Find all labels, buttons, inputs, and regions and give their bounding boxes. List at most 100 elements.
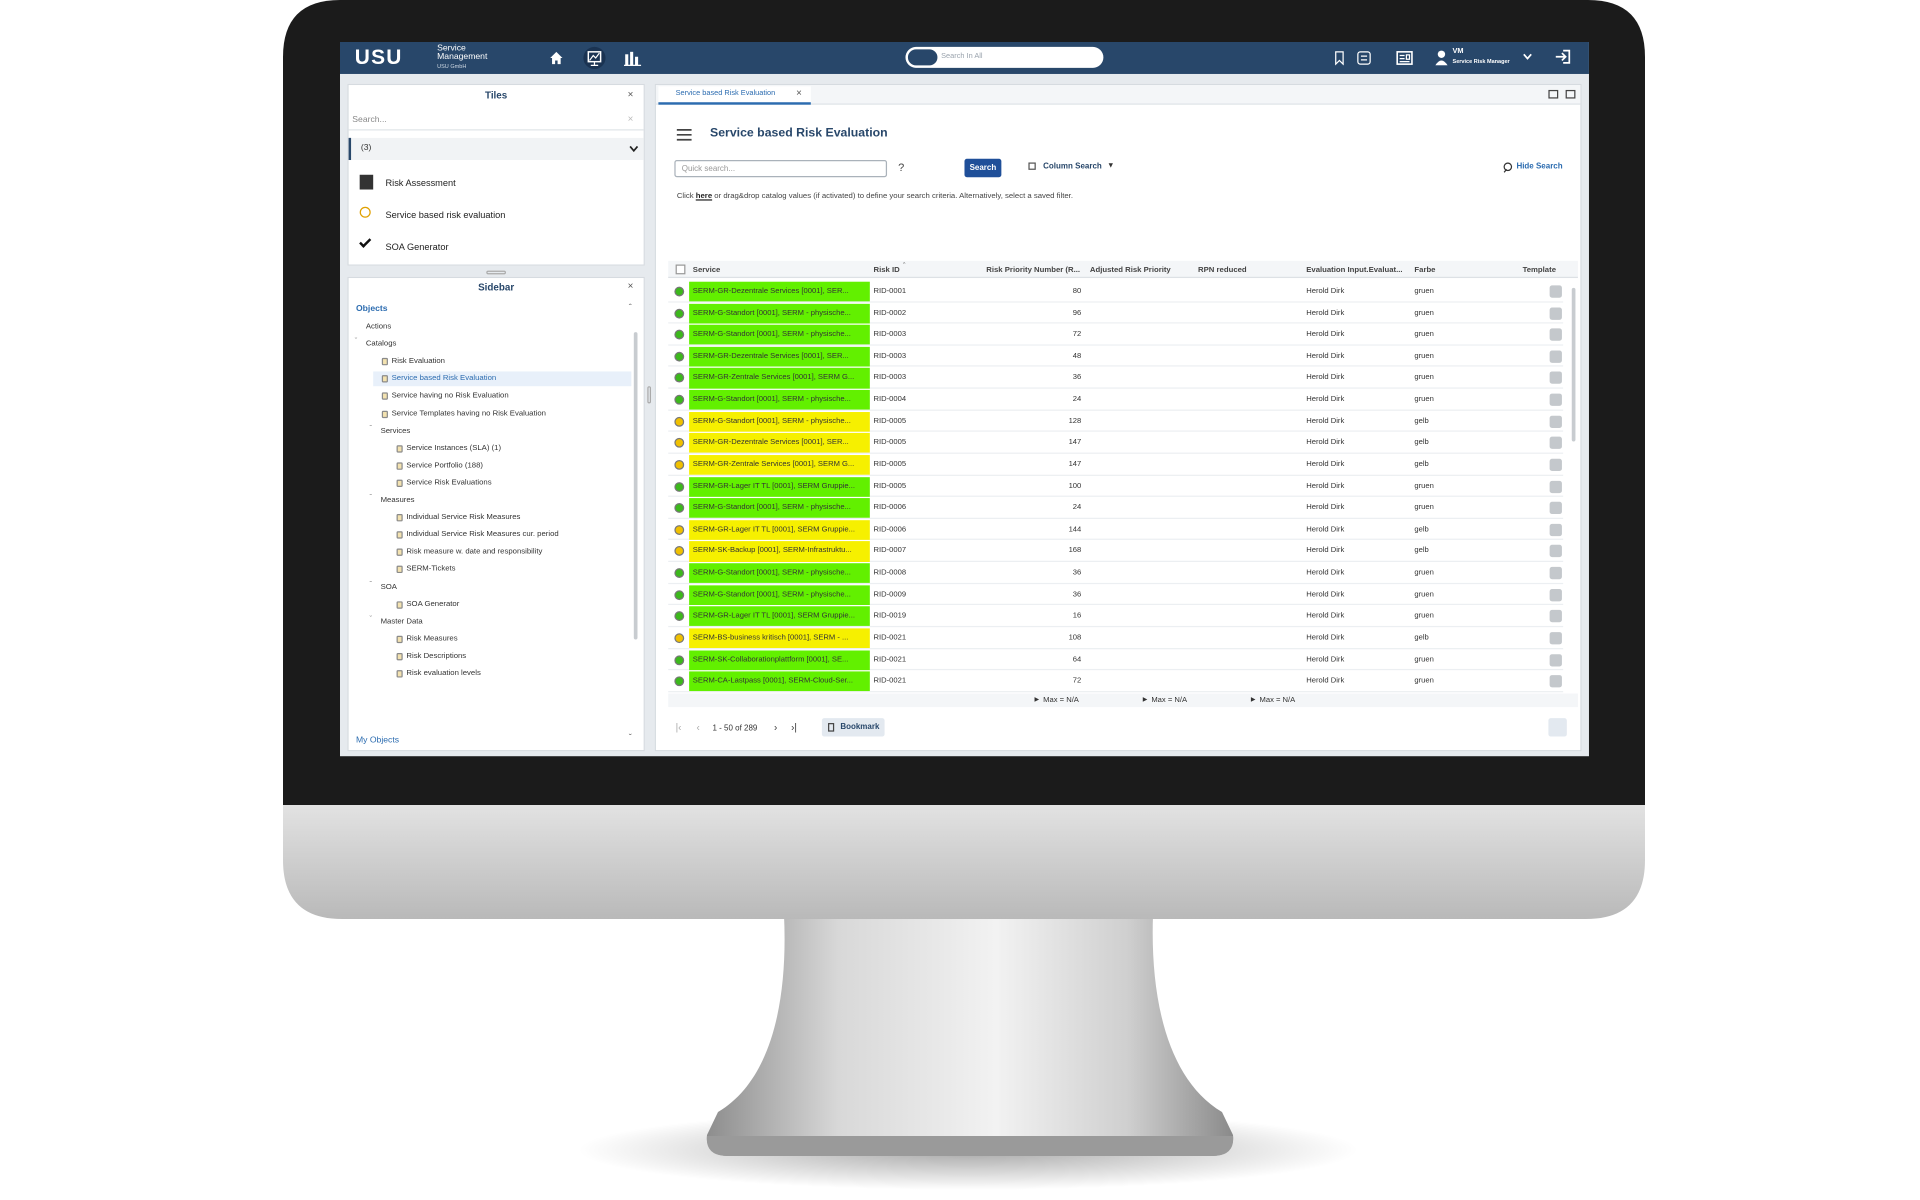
column-header[interactable]: Service <box>692 265 721 275</box>
popout-icon[interactable] <box>1565 89 1576 99</box>
footer-caret[interactable]: ▶ <box>1142 695 1148 704</box>
farbe[interactable]: gelb <box>1414 524 1429 534</box>
tree-item[interactable]: Risk Measures <box>406 634 458 643</box>
tab[interactable]: Service based Risk Evaluation × <box>658 86 811 105</box>
footer-caret[interactable]: ▶ <box>1034 695 1040 704</box>
evaluator[interactable]: Herold Dirk <box>1306 373 1345 382</box>
template-checkbox[interactable] <box>1549 307 1562 320</box>
column-header[interactable]: Evaluation Input.Evaluat... <box>1306 265 1403 275</box>
rpn[interactable]: 24 <box>1072 503 1082 512</box>
template-checkbox[interactable] <box>1549 285 1562 298</box>
quick-search[interactable]: Quick search... <box>674 160 888 178</box>
risk-id[interactable]: RID-0019 <box>873 611 907 621</box>
farbe[interactable]: gruen <box>1414 308 1434 317</box>
service[interactable]: SERM-G-Standort [0001], SERM - physische… <box>692 329 851 339</box>
help[interactable]: ? <box>898 161 905 174</box>
home-icon[interactable] <box>548 49 565 66</box>
tiles-group[interactable]: (3) <box>348 137 644 161</box>
select-all[interactable] <box>675 264 686 275</box>
evaluator[interactable]: Herold Dirk <box>1306 286 1345 296</box>
rpn[interactable]: 48 <box>1072 351 1082 361</box>
template-checkbox[interactable] <box>1549 372 1562 385</box>
tree-item[interactable]: Service having no Risk Evaluation <box>391 391 509 401</box>
evaluator[interactable]: Herold Dirk <box>1306 676 1345 686</box>
export-button[interactable] <box>1548 718 1567 737</box>
rpn[interactable]: 16 <box>1072 611 1082 621</box>
user-menu-caret[interactable] <box>1523 53 1533 60</box>
template-checkbox[interactable] <box>1549 588 1562 601</box>
service[interactable]: SERM-BS-business kritisch [0001], SERM -… <box>692 633 849 642</box>
template-checkbox[interactable] <box>1549 328 1562 342</box>
risk-id[interactable]: RID-0021 <box>873 676 907 686</box>
risk-id[interactable]: RID-0002 <box>873 308 907 317</box>
evaluator[interactable]: Herold Dirk <box>1306 611 1345 621</box>
tile-label[interactable]: Risk Assessment <box>385 177 456 189</box>
tab-label[interactable]: Service based Risk Evaluation <box>675 89 776 98</box>
user-icon[interactable] <box>1435 49 1448 66</box>
service[interactable]: SERM-GR-Lager IT TL [0001], SERM Gruppie… <box>692 524 855 534</box>
evaluator[interactable]: Herold Dirk <box>1306 438 1345 447</box>
evaluator[interactable]: Herold Dirk <box>1306 654 1345 664</box>
rpn[interactable]: 80 <box>1072 286 1082 296</box>
objects-section[interactable]: Objects <box>355 305 388 314</box>
rpn[interactable]: 24 <box>1072 394 1082 404</box>
evaluator[interactable]: Herold Dirk <box>1306 546 1345 556</box>
evaluator[interactable]: Herold Dirk <box>1306 329 1345 339</box>
tree-item[interactable]: Measures <box>380 495 415 505</box>
rpn[interactable]: 96 <box>1072 308 1082 317</box>
column-header[interactable]: Template <box>1522 265 1557 275</box>
farbe[interactable]: gelb <box>1414 438 1429 447</box>
service[interactable]: SERM-SK-Backup [0001], SERM-Infrastruktu… <box>692 546 852 556</box>
template-checkbox[interactable] <box>1549 458 1562 471</box>
logo[interactable]: USU <box>354 45 403 70</box>
tree-caret[interactable]: ˇ <box>354 338 358 346</box>
hide-search[interactable]: Hide Search <box>1516 162 1563 172</box>
template-checkbox[interactable] <box>1549 545 1562 558</box>
service[interactable]: SERM-G-Standort [0001], SERM - physische… <box>692 416 851 426</box>
template-checkbox[interactable] <box>1549 437 1562 450</box>
tree-item[interactable]: SOA <box>380 582 397 591</box>
search-scope[interactable] <box>907 49 938 66</box>
tiles-search-clear[interactable]: × <box>627 113 634 125</box>
tree-item[interactable]: Risk evaluation levels <box>406 668 481 678</box>
tree-item[interactable]: Master Data <box>380 616 423 626</box>
farbe[interactable]: gruen <box>1414 611 1434 621</box>
farbe[interactable]: gelb <box>1414 633 1429 642</box>
rpn[interactable]: 128 <box>1068 416 1082 426</box>
tree-item[interactable]: SERM-Tickets <box>406 564 456 574</box>
window-icon[interactable] <box>1548 89 1559 99</box>
user-role[interactable]: Service Risk Manager <box>1452 57 1510 65</box>
evaluator[interactable]: Herold Dirk <box>1306 351 1345 361</box>
tile-label[interactable]: SOA Generator <box>385 241 449 253</box>
service[interactable]: SERM-CA-Lastpass [0001], SERM-Cloud-Ser.… <box>692 676 854 686</box>
rpn[interactable]: 100 <box>1068 481 1082 491</box>
service[interactable]: SERM-GR-Dezentrale Services [0001], SER.… <box>692 286 849 296</box>
template-checkbox[interactable] <box>1549 653 1562 666</box>
template-checkbox[interactable] <box>1549 350 1562 363</box>
farbe[interactable]: gruen <box>1414 373 1434 382</box>
menu-icon[interactable] <box>676 128 693 142</box>
tree-item[interactable]: Individual Service Risk Measures cur. pe… <box>406 530 559 539</box>
risk-id[interactable]: RID-0008 <box>873 568 907 577</box>
tree-item[interactable]: Service based Risk Evaluation <box>391 374 497 383</box>
column-search-caret[interactable]: ▼ <box>1107 162 1115 170</box>
farbe[interactable]: gruen <box>1414 568 1434 577</box>
rpn[interactable]: 36 <box>1072 589 1082 599</box>
column-header[interactable]: Risk ID <box>873 265 900 275</box>
evaluator[interactable]: Herold Dirk <box>1306 568 1345 577</box>
template-checkbox[interactable] <box>1549 480 1562 493</box>
evaluator[interactable]: Herold Dirk <box>1306 503 1345 512</box>
hide-search-icon[interactable] <box>1503 162 1514 173</box>
bookmark-icon[interactable] <box>1333 51 1345 66</box>
risk-id[interactable]: RID-0003 <box>873 329 907 339</box>
service[interactable]: SERM-G-Standort [0001], SERM - physische… <box>692 308 851 317</box>
tree-item[interactable]: Service Risk Evaluations <box>406 478 492 487</box>
tab-close[interactable]: × <box>796 87 802 99</box>
column-header[interactable]: Farbe <box>1414 265 1436 275</box>
farbe[interactable]: gelb <box>1414 459 1429 469</box>
rpn[interactable]: 36 <box>1072 373 1082 382</box>
farbe[interactable]: gruen <box>1414 503 1434 512</box>
tree-caret[interactable]: ˇ <box>369 581 372 589</box>
evaluator[interactable]: Herold Dirk <box>1306 394 1345 404</box>
farbe[interactable]: gruen <box>1414 676 1434 686</box>
